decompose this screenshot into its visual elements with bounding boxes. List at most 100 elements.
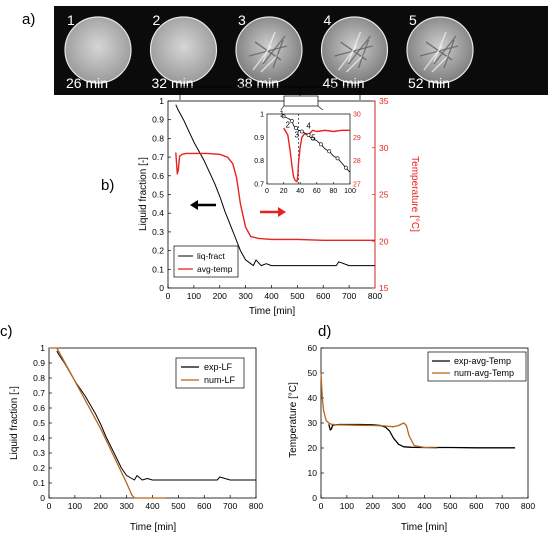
chart-c-xtick-label: 100 [68,501,82,511]
chart-b-ytick-label: 0.3 [152,227,164,237]
chart-b-xtick-label: 200 [213,291,227,301]
frame-time-5: 52 min [408,75,450,91]
chart-c-ytick-label: 0.5 [33,418,45,428]
panel-a-label: a) [22,11,35,28]
chart-d-ytick-label: 50 [308,368,318,378]
chart-b-ytick-label: 0.6 [152,171,164,181]
inset-ytick-label: 0.9 [254,135,264,142]
chart-b-ytick-label: 0.7 [152,152,164,162]
chart-c-xtick-label: 700 [223,501,237,511]
inset-y2tick-label: 27 [353,182,361,189]
legend-label-avg-temp: avg-temp [197,264,233,274]
chart-b-ytick-label: 0 [159,283,164,293]
legend-label-num-avg-temp: num-avg-Temp [454,368,514,378]
chart-b-legend: liq-fract avg-temp [173,245,239,278]
chart-b-ytick-label: 0.5 [152,190,164,200]
inset-background [261,110,365,196]
crystal-streak [433,31,447,63]
sample-disc-4 [320,16,389,84]
inset-y2tick-label: 30 [353,112,361,119]
chart-b-xtick-label: 800 [368,291,382,301]
chart-c-ytick-label: 0.9 [33,358,45,368]
chart-c-ytick-label: 0.3 [33,448,45,458]
chart-c-ytick-label: 1 [40,343,45,353]
series-line-exp-lf [56,350,256,481]
inset-point [310,136,315,141]
chart-c-xtick-label: 500 [171,501,185,511]
panel-b-label: b) [101,177,114,194]
frame-index-3: 3 [238,12,246,28]
legend-label-liq-fract: liq-fract [197,251,226,261]
crystal-streak [423,45,443,71]
crystal-streak [357,39,370,69]
inset-xtick-label: 80 [330,188,338,195]
chart-d-xtick-label: 100 [340,501,354,511]
inset-xtick-label: 20 [280,188,288,195]
inset-marker-4: 4 [306,122,311,131]
chart-d-ytick-label: 10 [308,468,318,478]
chart-b-ylabel: Liquid fraction [-] [138,157,149,231]
frame-index-4: 4 [324,12,332,28]
sample-disc-3 [235,16,303,84]
frame-index-2: 2 [153,12,161,28]
sample-disc-1 [64,16,132,84]
crystal-streak [252,45,272,71]
legend-label-exp-lf: exp-LF [204,362,233,372]
inset-marker-2: 2 [286,121,291,130]
chart-b-y2label: Temperature [°C] [409,156,420,232]
series-line-liq-fract [175,104,375,267]
chart-b-xtick-label: 100 [187,291,201,301]
chart-c-ytick-label: 0.6 [33,403,45,413]
chart-c-ytick-label: 0.8 [33,373,45,383]
microscope-frame-strip: 1 26 min 2 32 min 3 38 min 4 45 min 5 52 min [54,6,548,95]
chart-d-xtick-label: 600 [469,501,483,511]
chart-c-xtick-label: 0 [47,501,52,511]
chart-c-xtick-label: 800 [249,501,263,511]
series-line-avg-temp [175,152,375,242]
chart-b-ytick-label: 0.1 [152,264,164,274]
frame-time-1: 26 min [66,75,108,91]
inset-ytick-label: 0.8 [254,158,264,165]
sample-disc-2 [149,16,218,84]
panel-d-label: d) [318,323,331,340]
frame-time-2: 32 min [152,75,194,91]
chart-b-xtick-label: 0 [166,291,171,301]
chart-c-ylabel: Liquid fraction [-] [9,386,20,460]
series-line-exp-avg-temp [328,423,516,449]
chart-d-ytick-label: 0 [312,493,317,503]
chart-b-xtick-label: 600 [316,291,330,301]
chart-d-ytick-label: 40 [308,393,318,403]
inset-point [327,149,332,154]
inset-point [289,119,294,123]
chart-b-xtick-label: 500 [290,291,304,301]
inset-plot-area [266,113,351,185]
inset-xtick-label: 40 [296,188,304,195]
chart-b-direction-arrows [190,200,286,217]
chart-b-ytick-label: 0.2 [152,246,164,256]
chart-b-ytick-label: 25 [379,190,389,200]
chart-d-xtick-label: 200 [366,501,380,511]
chart-b-xtick-label: 700 [342,291,356,301]
crystal-streak [347,35,372,65]
crystal-streak [337,45,358,71]
chart-d-ytick-label: 30 [308,418,318,428]
inset-ytick-label: 1 [260,112,264,119]
chart-b-ticks: 0 100 200 300 400 500 600 700 80000.10.20.30.40.… [152,96,389,301]
chart-d-xtick-label: 800 [521,501,535,511]
crystal-streak [260,53,280,73]
chart-c-xtick-label: 400 [145,501,159,511]
frame-index-5: 5 [409,12,417,28]
chart-c-ytick-label: 0.2 [33,463,45,473]
inset-xtick-label: 0 [265,188,269,195]
inset-marker-5: 5 [311,133,316,142]
series-line-num-lf [49,347,166,499]
chart-b-ytick-label: 0.8 [152,133,164,143]
chart-d-xtick-label: 500 [443,501,457,511]
chart-d-legend: exp-avg-Temp num-avg-Temp [427,351,527,382]
chart-c-xtick-label: 600 [197,501,211,511]
chart-d-xtick-label: 700 [495,501,509,511]
inset-y2tick-label: 28 [353,158,361,165]
frame-time-3: 38 min [237,75,279,91]
inset-marker-1: 1 [280,110,285,119]
crystal-streak [433,35,457,65]
